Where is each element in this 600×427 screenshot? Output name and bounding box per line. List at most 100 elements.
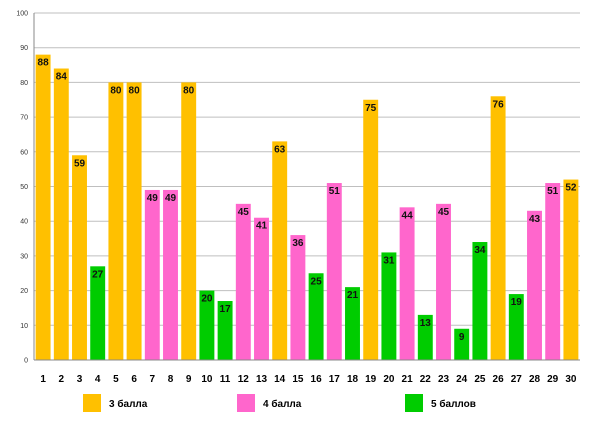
- data-label: 49: [147, 193, 159, 204]
- x-tick-label: 23: [438, 374, 450, 385]
- bar-10: [199, 290, 215, 360]
- y-tick-label: 60: [20, 149, 28, 156]
- gridlines: [34, 12, 580, 361]
- data-label: 13: [420, 318, 432, 329]
- bar-9: [181, 82, 197, 361]
- y-tick-label: 50: [20, 184, 28, 191]
- bar-22: [417, 314, 433, 360]
- data-label: 80: [110, 85, 122, 96]
- data-label: 80: [129, 85, 141, 96]
- data-label: 75: [365, 103, 377, 114]
- legend-swatch-3: [83, 394, 101, 412]
- x-tick-label: 29: [547, 374, 559, 385]
- bar-13: [254, 217, 269, 360]
- y-tick-label: 10: [20, 323, 28, 330]
- legend-label-3: 3 балла: [109, 398, 148, 410]
- y-tick-label: 80: [20, 80, 28, 87]
- data-label: 63: [274, 144, 286, 155]
- bar-15: [290, 235, 306, 360]
- bar-21: [399, 207, 415, 360]
- x-tick-label: 6: [131, 374, 137, 385]
- x-tick-label: 12: [238, 374, 250, 385]
- bar-6: [126, 82, 142, 361]
- y-tick-label: 30: [20, 253, 28, 260]
- bar-1: [35, 54, 51, 360]
- bar-28: [527, 210, 542, 360]
- y-tick-label: 40: [20, 219, 28, 226]
- x-tick-label: 5: [113, 374, 119, 385]
- bar-26: [490, 96, 506, 360]
- data-label: 20: [201, 294, 213, 305]
- bar-23: [436, 203, 451, 360]
- x-tick-label: 18: [347, 374, 359, 385]
- bar-20: [381, 252, 397, 360]
- data-label: 19: [511, 297, 523, 308]
- data-label: 9: [459, 332, 465, 343]
- x-tick-label: 1: [40, 374, 46, 385]
- data-label: 80: [183, 85, 195, 96]
- x-tick-label: 16: [311, 374, 323, 385]
- bar-30: [563, 179, 579, 360]
- data-label: 27: [92, 269, 104, 280]
- data-labels: 88 84 59 27 80 80 49 49 80 20 17 45 41 63 36 25 51 21 75 31…: [38, 58, 577, 343]
- x-axis: 1 2 3 4 5 6 7 8 9 10 11 12 13 14 15 16 17 18 19 20 21 22 23 24 2…: [34, 359, 580, 385]
- bar-7: [144, 189, 160, 360]
- data-label: 34: [474, 245, 486, 256]
- y-tick-label: 90: [20, 45, 28, 52]
- x-tick-label: 3: [77, 374, 83, 385]
- x-tick-label: 9: [186, 374, 192, 385]
- legend-swatch-5: [405, 394, 423, 412]
- y-tick-label: 70: [20, 115, 28, 122]
- bar-19: [363, 99, 379, 360]
- data-label: 21: [347, 290, 359, 301]
- data-label: 41: [256, 221, 268, 232]
- y-tick-label: 20: [20, 288, 28, 295]
- data-label: 31: [383, 255, 395, 266]
- data-label: 84: [56, 72, 68, 83]
- data-label: 25: [311, 276, 323, 287]
- x-tick-label: 19: [365, 374, 377, 385]
- data-label: 76: [493, 99, 505, 110]
- x-tick-label: 11: [220, 374, 231, 385]
- y-tick-label: 0: [24, 358, 28, 365]
- legend-label-5: 5 баллов: [431, 398, 476, 410]
- data-label: 45: [238, 207, 250, 218]
- x-tick-label: 4: [95, 374, 101, 385]
- data-label: 17: [220, 304, 232, 315]
- x-tick-label: 7: [150, 374, 156, 385]
- data-label: 43: [529, 214, 541, 225]
- bar-11: [217, 301, 233, 360]
- bar-3: [72, 155, 87, 360]
- data-label: 88: [38, 58, 50, 69]
- bar-27: [508, 294, 524, 360]
- data-label: 36: [292, 238, 304, 249]
- bar-14: [272, 141, 288, 360]
- y-axis: 0 10 20 30 40 50 60 70 80 90 100: [16, 11, 35, 365]
- data-label: 59: [74, 158, 86, 169]
- x-tick-label: 26: [493, 374, 505, 385]
- x-tick-label: 10: [201, 374, 213, 385]
- x-tick-label: 30: [565, 374, 577, 385]
- bar-24: [454, 328, 470, 360]
- x-tick-label: 21: [402, 374, 414, 385]
- x-tick-label: 24: [456, 374, 468, 385]
- x-tick-label: 17: [329, 374, 341, 385]
- data-label: 45: [438, 207, 450, 218]
- bar-25: [472, 242, 488, 360]
- x-tick-label: 2: [59, 374, 65, 385]
- data-label: 49: [165, 193, 177, 204]
- x-tick-label: 25: [474, 374, 486, 385]
- bar-18: [345, 287, 360, 360]
- x-tick-label: 27: [511, 374, 523, 385]
- bar-2: [53, 68, 69, 361]
- bar-5: [108, 82, 124, 361]
- data-label: 51: [547, 186, 559, 197]
- bar-29: [545, 183, 561, 360]
- bar-4: [90, 266, 106, 360]
- x-tick-label: 13: [256, 374, 268, 385]
- x-tick-label: 20: [383, 374, 395, 385]
- bar-12: [235, 203, 251, 360]
- data-label: 51: [329, 186, 341, 197]
- bar-16: [308, 273, 324, 360]
- legend-label-4: 4 балла: [263, 398, 302, 410]
